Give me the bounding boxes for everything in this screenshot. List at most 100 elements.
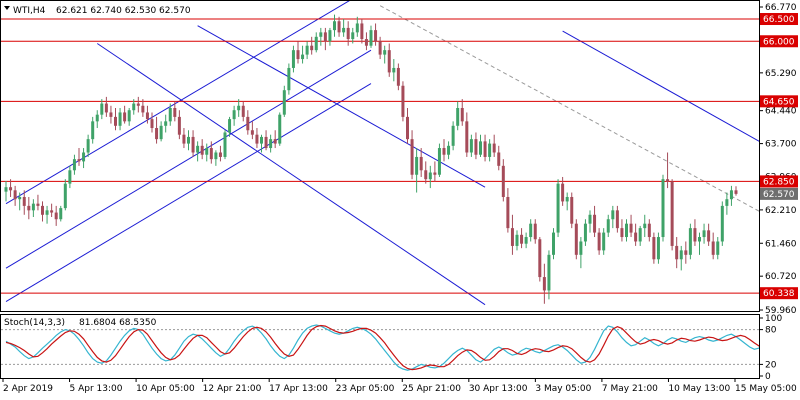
price-tick-label: 61.460 [765, 239, 797, 249]
candle-body [593, 214, 597, 233]
candle-body [328, 30, 332, 42]
candle-body [460, 108, 464, 122]
price-tick-label: 59.960 [765, 306, 797, 316]
time-tick-label: 7 May 21:00 [602, 384, 658, 394]
price-tick-label: 64.440 [765, 107, 797, 117]
candle-body [437, 148, 441, 175]
candle-body [232, 110, 236, 120]
candle-body [301, 54, 305, 60]
candle-body [333, 21, 336, 31]
candle-body [670, 181, 674, 246]
candle-body [150, 119, 154, 129]
candle-body [492, 143, 496, 153]
candle-body [191, 136, 195, 153]
candle-body [269, 139, 273, 149]
price-axis: 66.77066.03065.29064.44063.70062.96062.2… [759, 3, 797, 316]
candle-body [707, 230, 711, 242]
candle-body [45, 210, 49, 215]
candle-body [666, 179, 670, 182]
candle-body [506, 196, 510, 229]
symbol-header: WTI,H4 62.621 62.740 62.530 62.570 [4, 6, 191, 16]
candle-body [209, 148, 213, 160]
time-tick-label: 10 May 13:00 [668, 384, 730, 394]
candle-body [688, 228, 692, 255]
candle-body [68, 170, 72, 184]
level-price-box [760, 175, 798, 188]
candle-body [296, 50, 300, 60]
stoch-title: Stoch(14,3,3) [4, 318, 65, 328]
candle-body [606, 219, 610, 233]
candle-body [574, 223, 578, 255]
time-tick-label: 10 Apr 05:00 [136, 384, 195, 394]
candle-body [237, 105, 241, 111]
candle-body [588, 214, 592, 224]
candle-body [141, 105, 145, 113]
candle-body [647, 223, 651, 238]
time-tick-label: 25 Apr 21:00 [402, 384, 461, 394]
candle-body [552, 232, 555, 255]
candle-body [13, 190, 17, 200]
candle-body [145, 112, 149, 120]
candle-body [72, 159, 76, 171]
candle-body [173, 108, 177, 117]
candle-body [611, 210, 615, 220]
candle-body [497, 152, 501, 166]
candle-body [250, 130, 254, 135]
current-price-box [760, 187, 798, 200]
channel-line [197, 25, 486, 188]
candle-body [693, 228, 697, 242]
candle-body [634, 232, 638, 242]
candle-body [282, 90, 286, 115]
stoch-signal-line [5, 324, 759, 371]
channel-line [5, 1, 350, 205]
dashed-trend-line [379, 5, 759, 212]
candle-body [456, 108, 460, 126]
time-tick-label: 2 Apr 2019 [3, 384, 53, 394]
level-price-label: 64.650 [763, 97, 795, 107]
candle-body [515, 234, 519, 246]
time-tick-label: 15 May 05:00 [735, 384, 797, 394]
candle-body [241, 105, 245, 117]
stoch-values: 81.6804 68.5350 [79, 318, 157, 328]
candle-body [383, 50, 387, 55]
candle-body [369, 30, 373, 46]
candle-body [205, 148, 209, 155]
candle-body [200, 145, 204, 155]
candle-body [287, 67, 291, 91]
candle-body [711, 241, 715, 255]
stoch-tick-label: 80 [765, 326, 777, 336]
level-price-box [760, 35, 798, 48]
candle-body [465, 121, 469, 153]
candle-body [542, 277, 546, 291]
candle-body [109, 112, 113, 117]
candle-body [415, 156, 419, 175]
candle-body [228, 119, 232, 133]
candle-body [501, 165, 505, 197]
ohlc-values: 62.621 62.740 62.530 62.570 [56, 6, 191, 16]
candle-body [570, 196, 574, 224]
candle-body [638, 228, 642, 242]
candle-body [538, 239, 542, 278]
candle-body [698, 237, 701, 242]
candle-body [50, 210, 54, 213]
candle-body [114, 116, 117, 126]
candle-body [86, 139, 90, 153]
candle-body [54, 212, 58, 220]
candle-body [323, 32, 327, 42]
dropdown-triangle-icon[interactable] [4, 6, 10, 10]
candle-body [337, 21, 341, 33]
candle-body [177, 116, 181, 135]
candle-body [406, 116, 409, 140]
candle-body [424, 170, 428, 180]
candle-body [127, 110, 131, 122]
candle-body [77, 159, 81, 162]
price-tick-label: 62.210 [765, 206, 797, 216]
stoch-header: Stoch(14,3,3) 81.6804 68.5350 [4, 318, 157, 328]
stochastic-oscillator [1, 324, 759, 371]
horizontal-levels [1, 18, 759, 294]
stoch-tick-label: 100 [765, 314, 782, 324]
candle-body [100, 103, 104, 115]
candle-body [419, 156, 423, 171]
candle-body [118, 112, 122, 126]
